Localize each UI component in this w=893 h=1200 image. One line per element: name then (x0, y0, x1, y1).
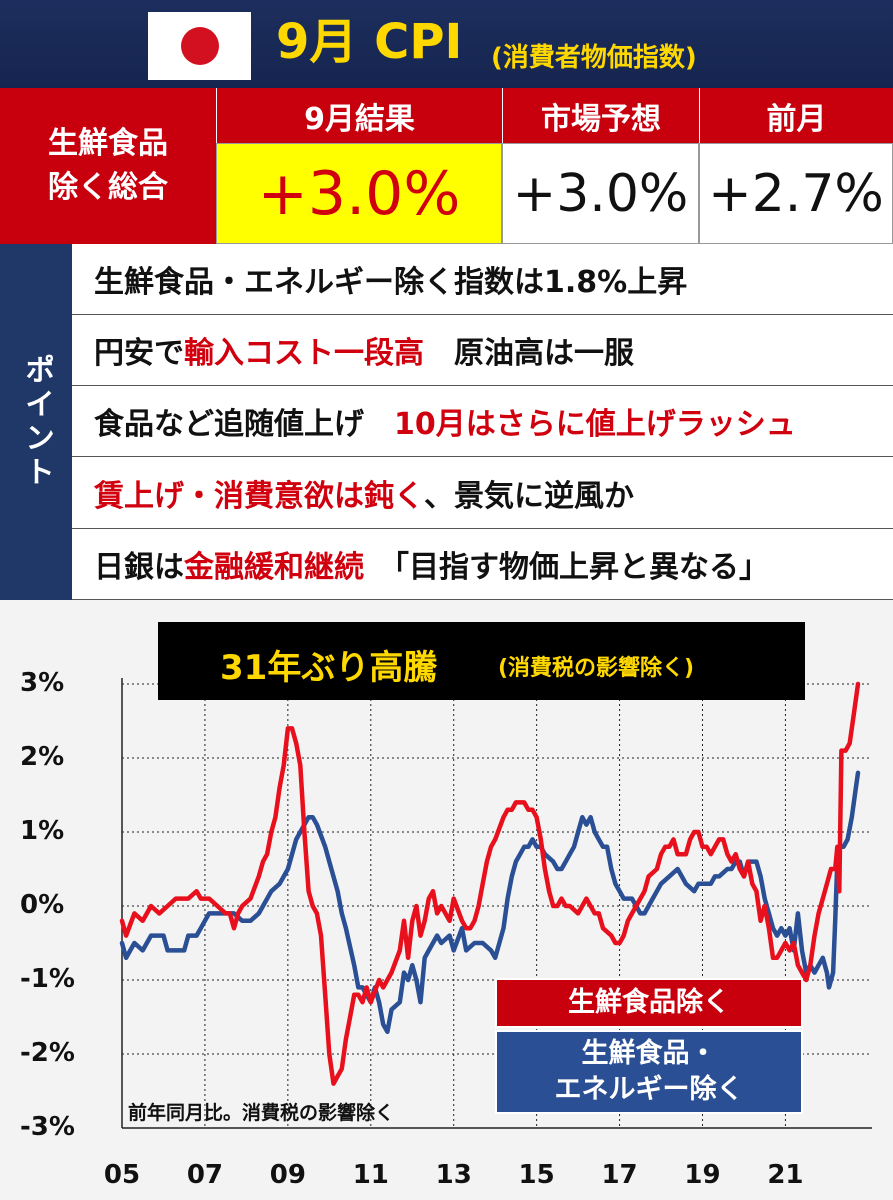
point-text: 「目指す物価上昇と異なる」 (364, 549, 769, 585)
point-text: 円安で (94, 336, 184, 372)
col-header-result: 9月結果 (216, 88, 502, 143)
y-tick-label: -3% (20, 1112, 75, 1142)
x-tick-label: 05 (103, 1160, 141, 1190)
x-tick-label: 21 (767, 1160, 804, 1190)
point-text: 、景気に逆風か (424, 478, 634, 514)
point-text: 食品など追随値上げ (94, 407, 394, 443)
point-row: 賃上げ・消費意欲は鈍く 、景気に逆風か (72, 458, 893, 529)
legend-item-core-core-cpi: 生鮮食品・ エネルギー除く (495, 1030, 803, 1114)
point-highlight-text: 金融緩和継続 (184, 549, 364, 585)
legend-item-core-cpi: 生鮮食品除く (495, 978, 803, 1028)
page-subtitle: (消費者物価指数) (491, 43, 697, 73)
flag-sun-icon (181, 27, 219, 65)
chart-title: 31年ぶり高騰 (220, 648, 438, 688)
y-tick-label: 0% (20, 890, 65, 920)
page-title: 9月 CPI (276, 14, 463, 70)
x-tick-label: 11 (352, 1160, 389, 1190)
y-tick-label: 1% (20, 816, 65, 846)
point-highlight-text: 10月はさらに値上げラッシュ (394, 407, 796, 443)
chart-subtitle: (消費税の影響除く) (498, 656, 695, 681)
x-tick-label: 17 (601, 1160, 638, 1190)
chart-title-box (158, 622, 805, 700)
point-highlight-text: 輸入コスト一段高 (184, 336, 424, 372)
value-forecast: +3.0% (502, 143, 699, 244)
x-tick-label: 09 (269, 1160, 306, 1190)
x-tick-label: 07 (186, 1160, 224, 1190)
value-previous: +2.7% (699, 143, 893, 244)
row-label-cell: 生鮮食品 除く総合 (0, 88, 216, 244)
japan-flag-icon (148, 12, 251, 80)
series-line-core-core-cpi (119, 770, 861, 1035)
points-side-label: ポイント (0, 244, 72, 600)
series-line-core-cpi (119, 681, 861, 1086)
x-tick-label: 19 (684, 1160, 721, 1190)
point-highlight-text: 賃上げ・消費意欲は鈍く (94, 478, 424, 514)
y-tick-label: 3% (20, 668, 65, 698)
point-row: 円安で 輸入コスト一段高 原油高は一服 (72, 315, 893, 387)
point-row: 日銀は 金融緩和継続 「目指す物価上昇と異なる」 (72, 529, 893, 600)
chart-series (119, 681, 861, 1086)
row-label-line1: 生鮮食品 (48, 126, 168, 161)
x-tick-label: 13 (435, 1160, 472, 1190)
value-result: +3.0% (216, 143, 502, 244)
point-row: 食品など追随値上げ 10月はさらに値上げラッシュ (72, 386, 893, 458)
row-label-line2: 除く総合 (48, 170, 168, 205)
header-bar: 9月 CPI (消費者物価指数) (0, 0, 893, 88)
col-header-previous: 前月 (699, 88, 893, 143)
point-text: 生鮮食品・エネルギー除く指数は1.8%上昇 (94, 265, 688, 300)
y-tick-label: -1% (20, 964, 75, 994)
results-table: 生鮮食品 除く総合 9月結果 市場予想 前月 +3.0% +3.0% +2.7% (0, 88, 893, 244)
point-text: 日銀は (94, 549, 184, 585)
y-tick-label: 2% (20, 742, 65, 772)
point-text: 原油高は一服 (424, 336, 634, 372)
x-tick-label: 15 (518, 1160, 555, 1190)
y-tick-label: -2% (20, 1038, 75, 1068)
point-row: 生鮮食品・エネルギー除く指数は1.8%上昇 (72, 244, 893, 315)
chart-note: 前年同月比。消費税の影響除く (128, 1102, 395, 1124)
col-header-forecast: 市場予想 (502, 88, 699, 143)
points-side-text: ポイント (19, 354, 54, 490)
